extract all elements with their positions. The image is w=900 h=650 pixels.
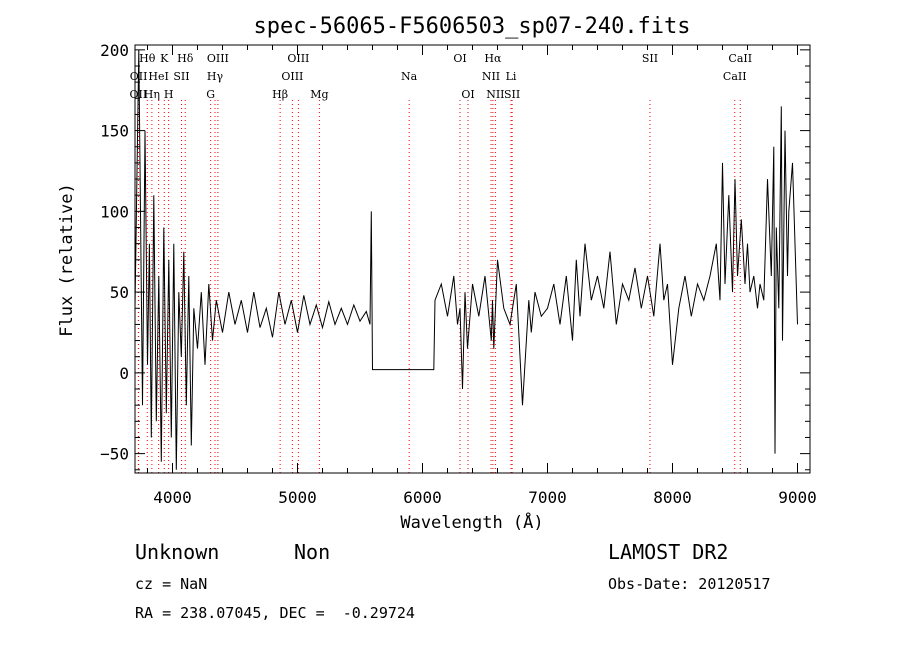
x-tick-label-4: 8000 — [653, 488, 692, 507]
y-tick-label-4: 150 — [100, 122, 129, 141]
marker-label-5: K — [160, 52, 169, 65]
ra-dec-coords: RA = 238.07045, DEC = -0.29724 — [135, 604, 415, 622]
plot-frame — [134, 44, 811, 474]
marker-label-22: NII — [486, 88, 504, 101]
chart-title: spec-56065-F5606503_sp07-240.fits — [253, 14, 690, 39]
object-class: Unknown — [135, 540, 220, 564]
marker-label-6: SII — [173, 70, 189, 83]
marker-label-1: Hθ — [139, 52, 156, 65]
y-tick-label-2: 50 — [110, 283, 129, 302]
marker-label-4: HeI — [148, 70, 168, 83]
marker-label-26: CaII — [723, 70, 747, 83]
y-axis-ticks: −50 0 50 100 150 200 — [100, 41, 810, 471]
survey-name: LAMOST DR2 — [608, 540, 729, 564]
y-tick-label-3: 100 — [100, 202, 129, 221]
marker-label-18: OI — [461, 88, 474, 101]
marker-label-23: SII — [504, 88, 520, 101]
marker-label-10: Hγ — [207, 70, 224, 83]
marker-label-9: OIII — [207, 52, 229, 65]
object-subclass: Non — [294, 540, 331, 564]
x-tick-label-5: 9000 — [778, 488, 817, 507]
marker-label-24: SII — [642, 52, 658, 65]
obs-date: Obs-Date: 20120517 — [608, 575, 771, 593]
marker-label-8: Hδ — [177, 52, 194, 65]
marker-label-7: H — [164, 88, 174, 101]
marker-label-3: Hη — [144, 88, 160, 101]
marker-label-14: Hβ — [272, 88, 288, 101]
redshift-cz: cz = NaN — [135, 575, 208, 593]
y-tick-label-5: 200 — [100, 41, 129, 60]
marker-label-19: Hα — [484, 52, 502, 65]
marker-label-12: OIII — [287, 52, 309, 65]
y-axis-label: Flux (relative) — [57, 183, 77, 337]
spectrum-line — [134, 49, 798, 470]
x-tick-label-2: 6000 — [403, 488, 442, 507]
x-axis-label: Wavelength (Å) — [400, 511, 543, 533]
marker-label-16: Na — [401, 70, 418, 83]
y-tick-label-1: 0 — [119, 364, 129, 383]
marker-label-21: Li — [506, 70, 517, 83]
x-tick-label-3: 7000 — [528, 488, 567, 507]
marker-label-13: OIII — [281, 70, 303, 83]
x-tick-label-0: 4000 — [153, 488, 192, 507]
marker-label-15: Mg — [310, 88, 328, 101]
marker-label-11: G — [206, 88, 215, 101]
marker-label-17: OI — [453, 52, 466, 65]
marker-label-20: NII — [482, 70, 500, 83]
x-tick-label-1: 5000 — [278, 488, 317, 507]
y-tick-label-0: −50 — [100, 445, 129, 464]
x-axis-ticks: 4000 5000 6000 7000 8000 9000 — [147, 45, 817, 507]
marker-label-25: CaII — [728, 52, 752, 65]
